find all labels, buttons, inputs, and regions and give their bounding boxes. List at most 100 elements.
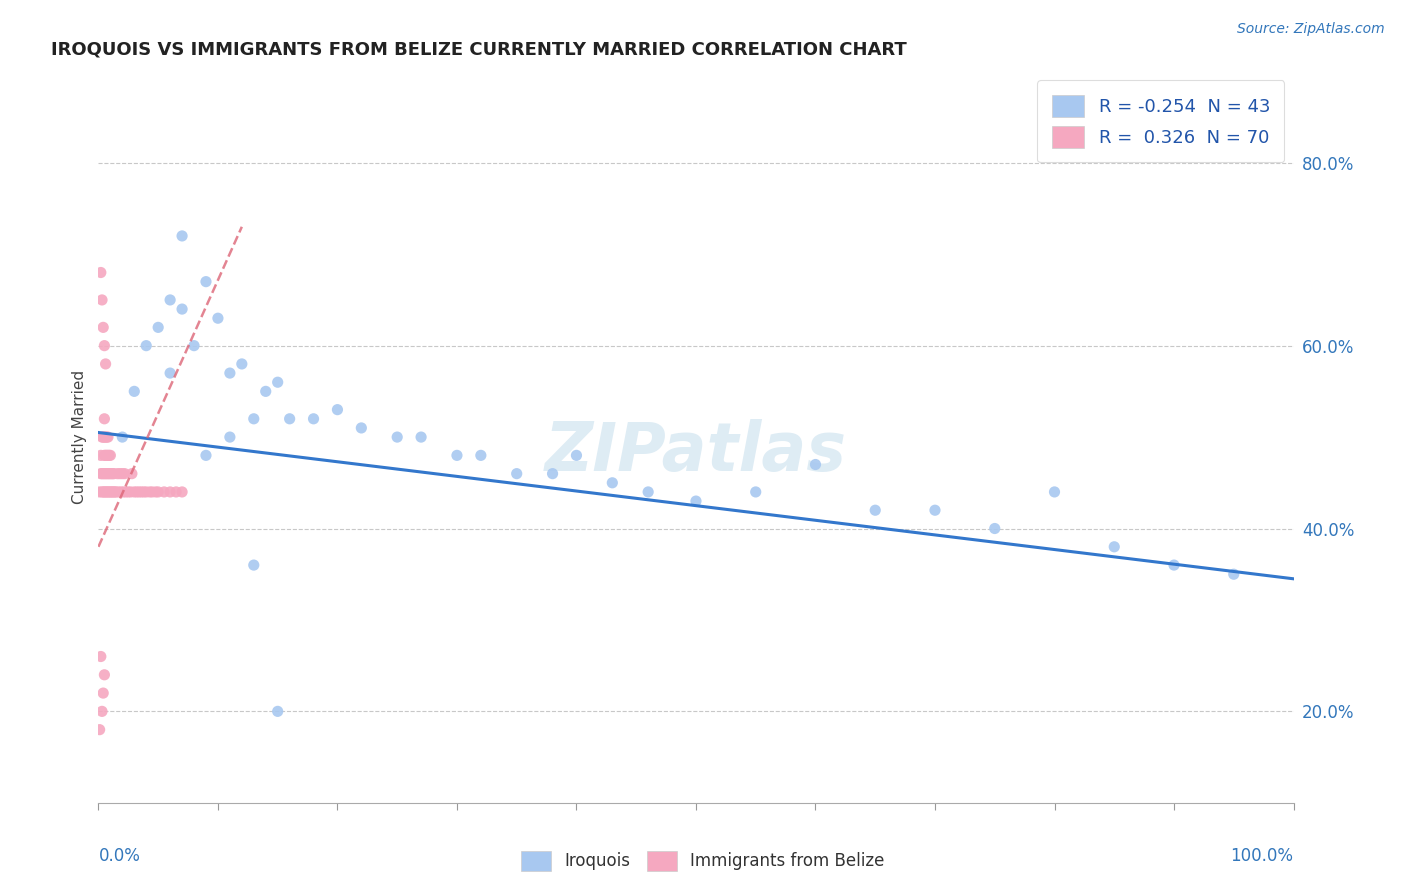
Point — [195, 275, 218, 289]
Point — [91, 467, 114, 481]
Text: 100.0%: 100.0% — [1230, 847, 1294, 864]
Point — [98, 485, 121, 500]
Point — [219, 430, 242, 444]
Point — [100, 485, 122, 500]
Point — [121, 467, 143, 481]
Point — [602, 475, 624, 490]
Point — [93, 667, 115, 681]
Point — [98, 467, 122, 481]
Point — [302, 412, 325, 426]
Point — [91, 485, 114, 500]
Legend: R = -0.254  N = 43, R =  0.326  N = 70: R = -0.254 N = 43, R = 0.326 N = 70 — [1038, 80, 1285, 162]
Point — [131, 485, 153, 500]
Point — [98, 448, 122, 462]
Point — [91, 293, 114, 307]
Point — [148, 320, 170, 334]
Point — [94, 485, 117, 500]
Point — [153, 485, 176, 500]
Point — [207, 311, 229, 326]
Point — [159, 293, 181, 307]
Point — [91, 430, 114, 444]
Point — [90, 448, 112, 462]
Point — [91, 705, 114, 719]
Point — [97, 448, 120, 462]
Legend: Iroquois, Immigrants from Belize: Iroquois, Immigrants from Belize — [513, 842, 893, 880]
Text: Source: ZipAtlas.com: Source: ZipAtlas.com — [1237, 22, 1385, 37]
Point — [1043, 485, 1066, 500]
Point — [111, 430, 134, 444]
Point — [267, 705, 290, 719]
Point — [135, 485, 157, 500]
Point — [1223, 567, 1246, 582]
Point — [159, 485, 181, 500]
Point — [141, 485, 163, 500]
Point — [91, 430, 114, 444]
Point — [115, 485, 138, 500]
Point — [104, 485, 127, 500]
Point — [470, 448, 492, 462]
Point — [100, 467, 122, 481]
Point — [91, 485, 114, 500]
Point — [112, 485, 135, 500]
Point — [139, 485, 162, 500]
Point — [89, 485, 111, 500]
Point — [97, 430, 120, 444]
Point — [385, 430, 409, 444]
Point — [243, 558, 266, 573]
Point — [125, 485, 148, 500]
Point — [93, 338, 115, 352]
Point — [94, 430, 117, 444]
Point — [278, 412, 301, 426]
Point — [94, 357, 117, 371]
Text: ZIPatlas: ZIPatlas — [546, 418, 846, 484]
Point — [446, 448, 468, 462]
Point — [124, 485, 146, 500]
Point — [96, 430, 118, 444]
Point — [93, 485, 115, 500]
Y-axis label: Currently Married: Currently Married — [72, 370, 87, 504]
Point — [93, 430, 115, 444]
Point — [865, 503, 887, 517]
Point — [103, 485, 125, 500]
Point — [1104, 540, 1126, 554]
Point — [107, 485, 129, 500]
Point — [984, 521, 1007, 535]
Text: 0.0%: 0.0% — [98, 847, 141, 864]
Point — [183, 338, 205, 352]
Point — [128, 485, 150, 500]
Point — [172, 485, 194, 500]
Point — [108, 467, 131, 481]
Point — [745, 485, 768, 500]
Point — [254, 384, 277, 399]
Point — [91, 320, 114, 334]
Point — [93, 467, 115, 481]
Point — [165, 485, 187, 500]
Point — [101, 467, 124, 481]
Point — [145, 485, 167, 500]
Point — [411, 430, 433, 444]
Point — [124, 384, 146, 399]
Point — [148, 485, 170, 500]
Point — [93, 448, 115, 462]
Point — [107, 467, 129, 481]
Point — [637, 485, 659, 500]
Point — [93, 412, 115, 426]
Point — [101, 485, 124, 500]
Point — [90, 266, 112, 280]
Point — [103, 467, 125, 481]
Point — [111, 467, 134, 481]
Point — [94, 467, 117, 481]
Point — [90, 649, 112, 664]
Point — [98, 467, 121, 481]
Point — [267, 375, 290, 389]
Point — [135, 338, 157, 352]
Text: IROQUOIS VS IMMIGRANTS FROM BELIZE CURRENTLY MARRIED CORRELATION CHART: IROQUOIS VS IMMIGRANTS FROM BELIZE CURRE… — [51, 41, 907, 59]
Point — [541, 467, 564, 481]
Point — [159, 366, 181, 380]
Point — [219, 366, 242, 380]
Point — [132, 485, 155, 500]
Point — [96, 448, 118, 462]
Point — [924, 503, 946, 517]
Point — [98, 448, 121, 462]
Point — [1163, 558, 1185, 573]
